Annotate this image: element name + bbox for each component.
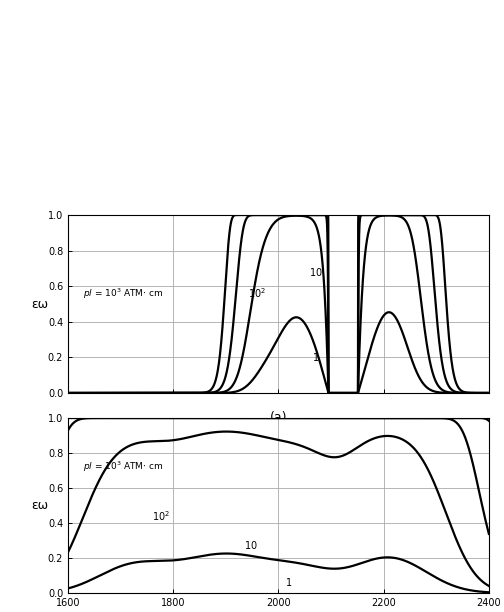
Text: 1: 1 <box>286 578 292 588</box>
Y-axis label: εω: εω <box>31 499 48 512</box>
Text: $\rm 10^2$: $\rm 10^2$ <box>152 509 170 523</box>
Text: $\rm 10$: $\rm 10$ <box>244 539 258 551</box>
Text: 1: 1 <box>312 353 319 364</box>
Text: $pl$ = $\rm 10^3$ ATM$\cdot$ cm: $pl$ = $\rm 10^3$ ATM$\cdot$ cm <box>83 460 163 474</box>
Text: $\rm 10^2$: $\rm 10^2$ <box>248 286 267 300</box>
Text: (a): (a) <box>270 411 287 424</box>
Text: $\rm 10$: $\rm 10$ <box>309 266 323 278</box>
Y-axis label: εω: εω <box>31 297 48 310</box>
Text: $pl$ = $\rm 10^3$ ATM$\cdot$ cm: $pl$ = $\rm 10^3$ ATM$\cdot$ cm <box>83 286 163 300</box>
